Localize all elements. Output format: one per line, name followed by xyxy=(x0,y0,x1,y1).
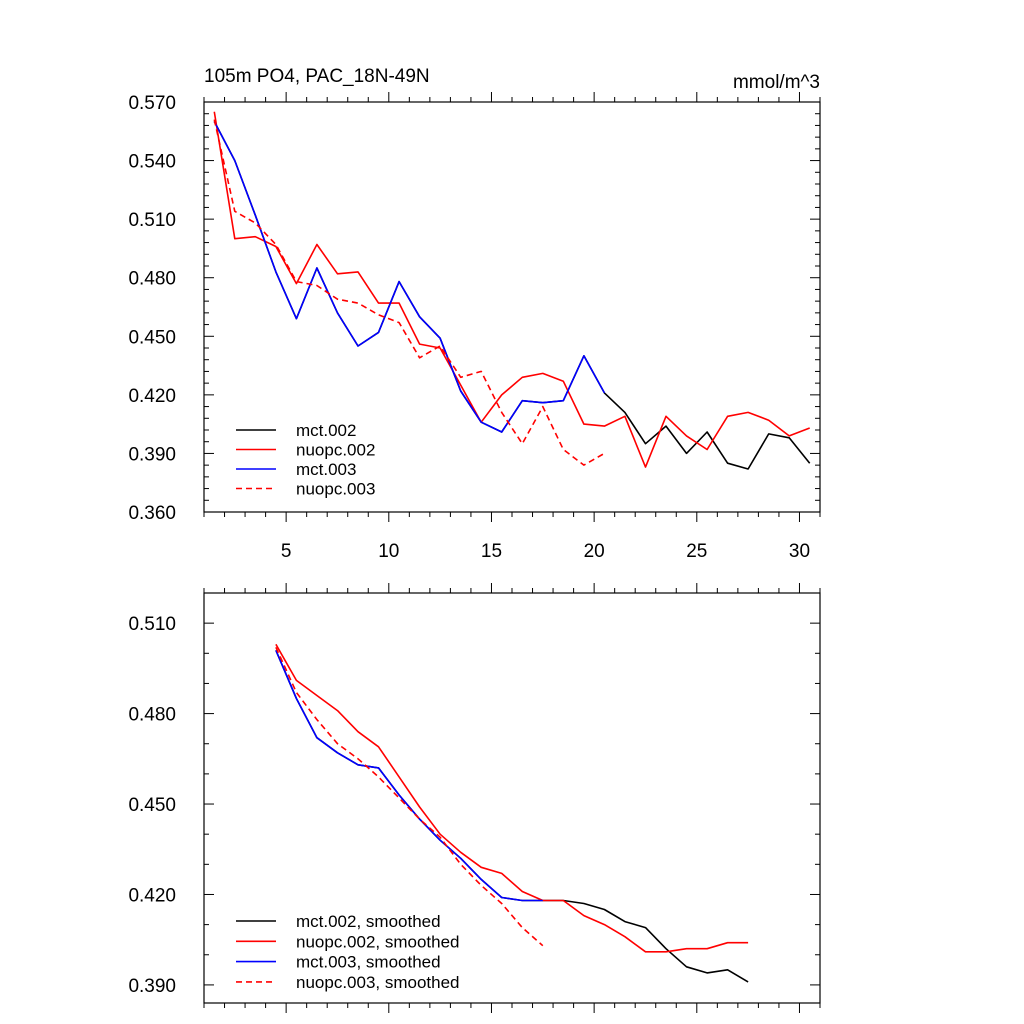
series-line-nuopc-003-smoothed xyxy=(275,646,544,947)
series-line-mct-003-smoothed xyxy=(275,649,543,902)
legend-label: mct.002, smoothed xyxy=(296,912,441,931)
bottom-panel: 0.390 0.420 0.450 0.480 0.510 mct.002, smooth… xyxy=(128,583,821,1013)
legend-label: mct.003, smoothed xyxy=(296,953,441,972)
y-tick-label: 0.360 xyxy=(128,503,176,524)
legend-label: mct.002 xyxy=(296,421,356,440)
x-tick-label: 10 xyxy=(378,541,399,562)
x-tick-label: 15 xyxy=(481,541,502,562)
x-tick-label: 30 xyxy=(789,541,810,562)
top-panel: 105m PO4, PAC_18N-49N mmol/m^3 5 10 15 20 25… xyxy=(128,66,821,562)
legend-label: nuopc.003, smoothed xyxy=(296,973,460,992)
series-line-nuopc-003 xyxy=(213,119,605,466)
y-tick-label: 0.480 xyxy=(128,269,176,290)
x-tick-label: 25 xyxy=(686,541,707,562)
y-tick-label: 0.450 xyxy=(128,795,176,816)
x-tick-label: 20 xyxy=(584,541,605,562)
series-line-mct-003 xyxy=(213,121,606,433)
x-tick-label: 5 xyxy=(281,541,292,562)
legend-label: mct.003 xyxy=(296,460,356,479)
y-tick-label: 0.480 xyxy=(128,705,176,726)
series-line-nuopc-002 xyxy=(213,111,810,468)
chart-units: mmol/m^3 xyxy=(733,72,820,93)
legend-label: nuopc.002 xyxy=(296,441,375,460)
legend-label: nuopc.002, smoothed xyxy=(296,932,460,951)
y-tick-label: 0.570 xyxy=(128,93,176,114)
y-tick-label: 0.510 xyxy=(128,210,176,231)
y-tick-label: 0.510 xyxy=(128,614,176,635)
legend-label: nuopc.003 xyxy=(296,480,375,499)
y-tick-label: 0.540 xyxy=(128,152,176,173)
y-tick-label: 0.420 xyxy=(128,885,176,906)
y-tick-label: 0.450 xyxy=(128,327,176,348)
series-line-nuopc-002-smoothed xyxy=(275,643,749,953)
chart-title: 105m PO4, PAC_18N-49N xyxy=(204,66,430,87)
y-tick-label: 0.390 xyxy=(128,976,176,997)
y-tick-label: 0.390 xyxy=(128,444,176,465)
y-tick-label: 0.420 xyxy=(128,386,176,407)
